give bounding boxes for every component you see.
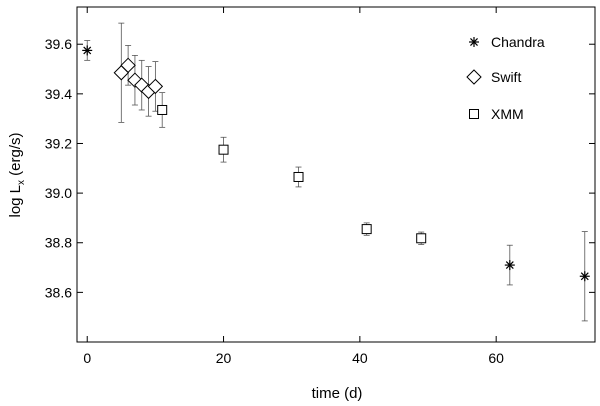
legend-label-swift: Swift [491, 69, 521, 85]
x-axis-label: time (d) [312, 385, 363, 402]
chandra-point [579, 271, 590, 282]
legend-label-xmm: XMM [491, 106, 524, 122]
legend-marker-xmm [469, 109, 479, 119]
xmm-series [157, 92, 427, 245]
y-tick-label: 39.0 [45, 185, 72, 201]
xmm-point [218, 144, 229, 155]
swift-point [147, 78, 164, 95]
x-tick-label: 20 [216, 350, 232, 366]
y-tick-label: 38.6 [45, 284, 72, 300]
xmm-point [293, 171, 304, 182]
x-tick-label: 60 [488, 350, 504, 366]
asterisk-stroke [83, 46, 92, 55]
plot-frame [76, 6, 596, 343]
x-tick-label: 40 [352, 350, 368, 366]
chandra-series [82, 40, 590, 322]
swift-point [120, 57, 136, 74]
xmm-point [361, 224, 372, 235]
legend-label-chandra: Chandra [491, 34, 545, 50]
legend: Chandra Swift XMM [466, 34, 545, 122]
chandra-point [82, 45, 93, 56]
legend-item-chandra: Chandra [469, 34, 545, 50]
chandra-point [504, 260, 515, 271]
legend-marker-swift [466, 69, 482, 85]
y-tick-label: 39.6 [45, 36, 72, 52]
legend-item-swift: Swift [466, 69, 521, 85]
y-tick-label: 38.8 [45, 235, 72, 251]
swift-series [113, 22, 164, 123]
axis-ticks: 0 20 40 60 38.6 38.8 39.0 39.2 39.4 39.6 [45, 7, 595, 366]
xmm-point [416, 233, 427, 244]
legend-marker-chandra [469, 37, 479, 47]
y-axis-label: log Lx (erg/s) [7, 132, 27, 217]
xmm-point [157, 104, 168, 115]
y-tick-label: 39.4 [45, 86, 72, 102]
asterisk-stroke [505, 261, 514, 270]
data-marks [82, 22, 590, 322]
asterisk-stroke [470, 38, 478, 46]
legend-item-xmm: XMM [469, 106, 524, 122]
y-tick-label: 39.2 [45, 135, 72, 151]
asterisk-stroke [580, 272, 589, 281]
x-tick-label: 0 [83, 350, 91, 366]
